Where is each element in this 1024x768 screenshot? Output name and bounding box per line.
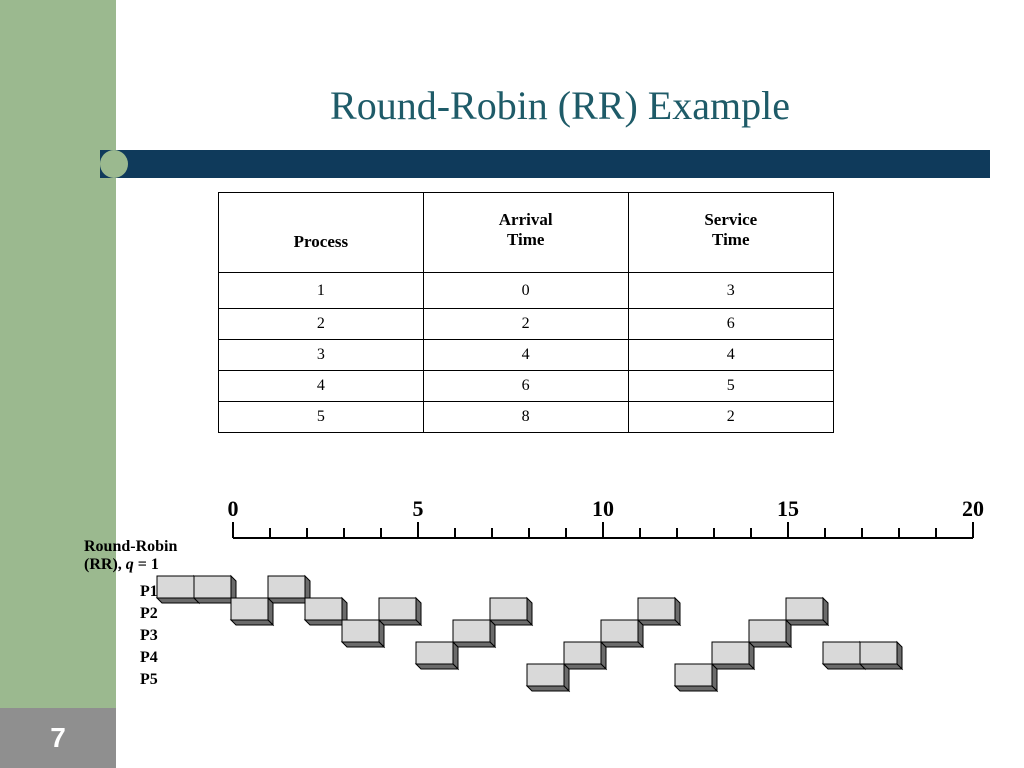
table-cell: 3	[219, 340, 424, 371]
gantt-block	[416, 642, 453, 664]
table-cell: 6	[423, 371, 628, 402]
table-cell: 3	[628, 273, 833, 309]
page-number: 7	[50, 722, 66, 754]
gantt-block	[823, 642, 860, 664]
gantt-block	[157, 576, 194, 598]
gantt-chart: P1 P2 P3 P4 P5	[80, 570, 1000, 740]
process-row-label: P1	[140, 583, 158, 600]
svg-text:15: 15	[777, 496, 799, 521]
svg-text:10: 10	[592, 496, 614, 521]
table-cell: 5	[219, 402, 424, 433]
table-cell: 0	[423, 273, 628, 309]
gantt-block	[601, 620, 638, 642]
table-row: 582	[219, 402, 834, 433]
table-cell: 5	[628, 371, 833, 402]
table-header-cell: ServiceTime	[628, 193, 833, 273]
svg-text:5: 5	[413, 496, 424, 521]
gantt-block	[342, 620, 379, 642]
table-cell: 2	[219, 309, 424, 340]
schedule-label: Round-Robin(RR), q = 1	[84, 538, 177, 574]
table-row: 226	[219, 309, 834, 340]
table-cell: 6	[628, 309, 833, 340]
gantt-block	[638, 598, 675, 620]
table-row: 465	[219, 371, 834, 402]
process-row-label: P5	[140, 671, 158, 688]
gantt-block	[379, 598, 416, 620]
slide: 7 Round-Robin (RR) Example ProcessArriva…	[0, 0, 1024, 768]
gantt-block	[194, 576, 231, 598]
gantt-block	[675, 664, 712, 686]
title-underline-bar	[100, 150, 990, 178]
table-row: 103	[219, 273, 834, 309]
gantt-svg: P1 P2 P3 P4 P5	[80, 570, 1000, 740]
svg-text:20: 20	[962, 496, 984, 521]
table-cell: 2	[628, 402, 833, 433]
table-header-cell: ArrivalTime	[423, 193, 628, 273]
svg-text:0: 0	[228, 496, 239, 521]
gantt-block	[564, 642, 601, 664]
process-row-label: P2	[140, 605, 158, 622]
gantt-block	[305, 598, 342, 620]
gantt-block	[231, 598, 268, 620]
table-row: 344	[219, 340, 834, 371]
page-title: Round-Robin (RR) Example	[160, 82, 960, 129]
process-row-label: P3	[140, 627, 158, 644]
gantt-block	[860, 642, 897, 664]
gantt-block	[786, 598, 823, 620]
table-cell: 4	[423, 340, 628, 371]
process-table: ProcessArrivalTimeServiceTime 1032263444…	[218, 192, 834, 433]
table-cell: 1	[219, 273, 424, 309]
table-header-cell: Process	[219, 193, 424, 273]
gantt-block	[268, 576, 305, 598]
table-cell: 8	[423, 402, 628, 433]
gantt-block	[527, 664, 564, 686]
table-header-row: ProcessArrivalTimeServiceTime	[219, 193, 834, 273]
process-row-label: P4	[140, 649, 158, 666]
gantt-block	[490, 598, 527, 620]
table-cell: 4	[628, 340, 833, 371]
table-cell: 4	[219, 371, 424, 402]
gantt-block	[453, 620, 490, 642]
table-cell: 2	[423, 309, 628, 340]
title-underline-cap	[100, 150, 128, 178]
gantt-block	[712, 642, 749, 664]
gantt-block	[749, 620, 786, 642]
